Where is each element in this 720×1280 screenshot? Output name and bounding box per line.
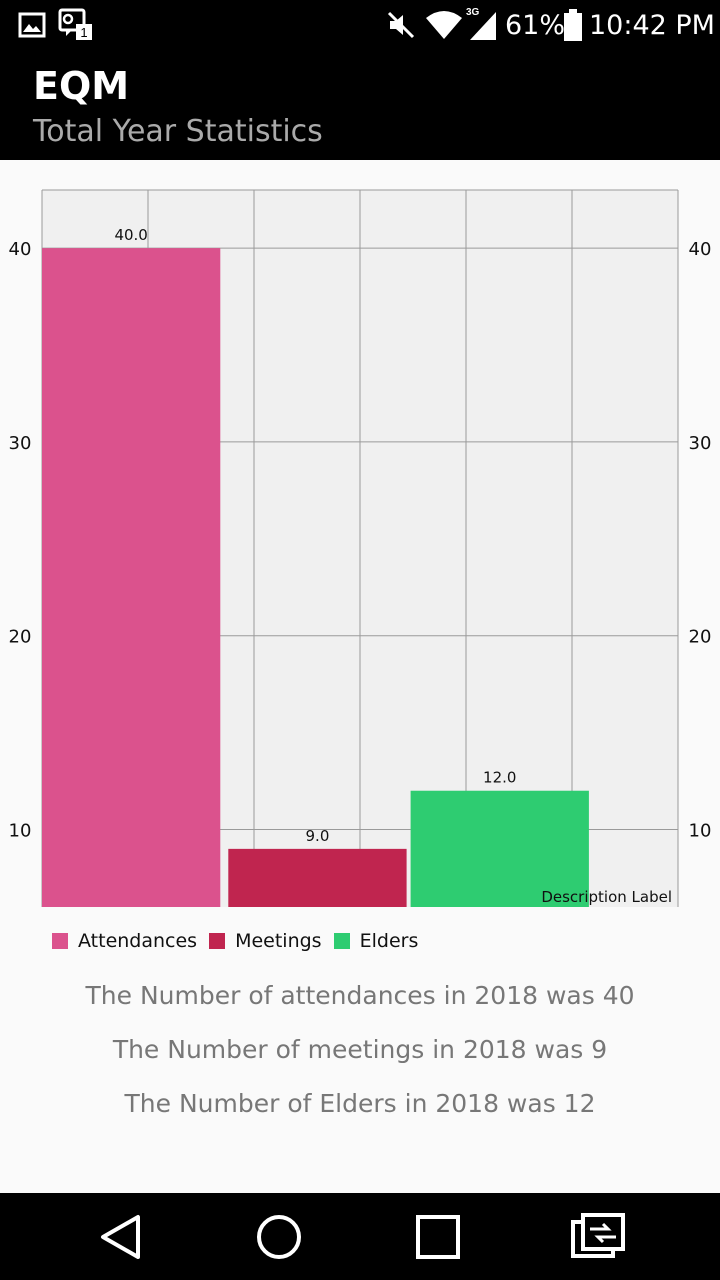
y-tick-label-left: 40 (9, 239, 32, 260)
navigation-bar (0, 1193, 720, 1280)
y-tick-label-left: 30 (9, 433, 32, 454)
sim-notification-icon: 1 (58, 8, 92, 40)
y-tick-label-left: 20 (9, 627, 32, 648)
app-subtitle: Total Year Statistics (33, 114, 323, 149)
bar-attendances (42, 248, 221, 907)
stat-attendances: The Number of attendances in 2018 was 40 (85, 981, 635, 1010)
chart-legend: Attendances Meetings Elders (52, 928, 430, 954)
stat-meetings: The Number of meetings in 2018 was 9 (112, 1035, 608, 1064)
battery-percentage: 61% (505, 10, 566, 41)
home-icon[interactable] (256, 1214, 302, 1260)
wifi-icon (426, 11, 462, 39)
legend-label-attendances: Attendances (78, 930, 198, 952)
y-tick-label-right: 10 (689, 820, 712, 841)
gallery-notification-icon (18, 12, 46, 38)
legend-label-meetings: Meetings (235, 930, 322, 952)
status-bar: 1 3G 61% 10:42 PM (0, 0, 720, 52)
chart-description-label: Description Label (541, 888, 672, 906)
network-type-label: 3G (466, 7, 480, 18)
legend-item-elders: Elders (333, 930, 419, 952)
y-tick-label-right: 40 (689, 239, 712, 260)
switch-screens-icon[interactable] (570, 1212, 626, 1262)
stat-elders: The Number of Elders in 2018 was 12 (124, 1089, 596, 1118)
legend-swatch-attendances (52, 933, 68, 949)
volume-muted-icon (387, 11, 415, 39)
svg-text:1: 1 (80, 25, 87, 40)
recents-icon[interactable] (415, 1214, 461, 1260)
battery-icon (564, 9, 582, 41)
legend-swatch-elders (333, 933, 350, 949)
bar-chart: 10 10 20 20 30 30 40 40 40.0 9.0 12.0 Description L… (9, 189, 712, 907)
y-tick-label-right: 30 (689, 433, 712, 454)
app-title: EQM (33, 64, 130, 108)
bar-value-label: 40.0 (114, 226, 147, 244)
back-icon[interactable] (98, 1214, 144, 1260)
legend-item-meetings: Meetings (209, 930, 322, 952)
y-tick-label-right: 20 (689, 627, 712, 648)
clock: 10:42 PM (589, 10, 715, 41)
y-tick-label-left: 10 (9, 820, 32, 841)
bar-value-label: 9.0 (306, 827, 330, 845)
bar-meetings (228, 848, 407, 907)
signal-strength-icon (470, 12, 496, 40)
legend-label-elders: Elders (359, 930, 419, 952)
legend-item-attendances: Attendances (52, 930, 197, 952)
legend-swatch-meetings (209, 933, 226, 949)
app-bar: EQM Total Year Statistics (0, 52, 720, 160)
bar-elders (410, 790, 589, 907)
bar-value-label: 12.0 (483, 769, 516, 787)
